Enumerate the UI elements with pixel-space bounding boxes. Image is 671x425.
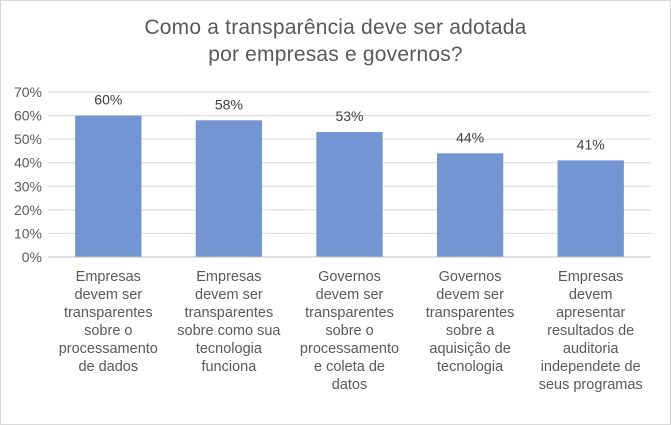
y-tick-label: 70% (14, 84, 42, 100)
y-tick-label: 20% (14, 202, 42, 218)
chart-title: Como a transparência deve ser adotada po… (0, 14, 671, 68)
bar (316, 132, 383, 257)
x-category-label: Empresas devem apresentar resultados de … (538, 269, 643, 393)
x-category-label: Governos devem ser transparentes sobre o… (299, 269, 400, 393)
x-category-label: Governos devem ser transparentes sobre a… (425, 269, 515, 375)
bar (436, 153, 504, 257)
y-tick-label: 30% (14, 178, 42, 194)
y-tick-label: 0% (22, 249, 42, 265)
x-category-label: Empresas devem ser transparentes sobre o… (58, 269, 158, 375)
chart-title-line-2: por empresas e governos? (208, 43, 463, 66)
data-label: 41% (577, 136, 605, 152)
data-label: 53% (335, 108, 363, 124)
data-label: 60% (94, 92, 122, 108)
data-label: 44% (456, 129, 484, 145)
y-tick-label: 60% (14, 108, 42, 124)
bar (557, 160, 624, 257)
bar (195, 120, 263, 258)
data-label: 58% (215, 96, 243, 112)
chart-title-line-1: Como a transparência deve ser adotada (144, 16, 527, 39)
y-tick-label: 50% (14, 131, 42, 147)
bar (75, 115, 142, 257)
y-tick-label: 10% (14, 225, 42, 241)
y-tick-label: 40% (14, 155, 42, 171)
x-category-label: Empresas devem ser transparentes sobre c… (177, 269, 281, 375)
